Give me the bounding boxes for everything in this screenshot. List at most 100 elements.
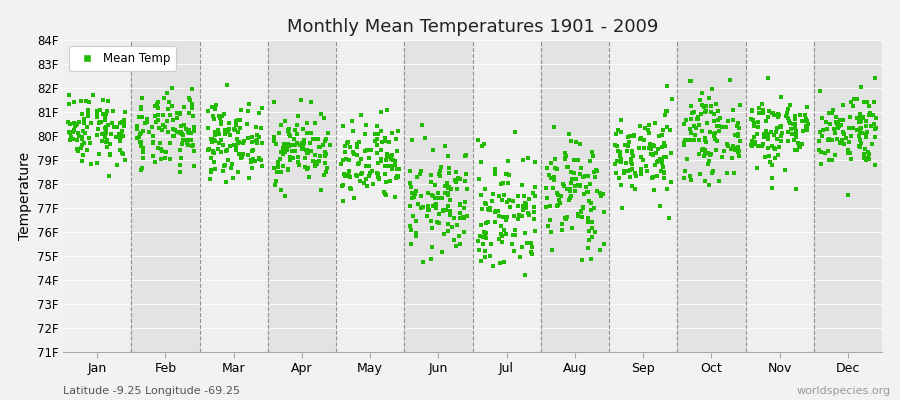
- Point: [731, 149, 745, 155]
- Point: [173, 161, 187, 168]
- Point: [281, 165, 295, 172]
- Point: [510, 202, 525, 209]
- Point: [861, 149, 876, 156]
- Point: [836, 131, 850, 137]
- Point: [767, 112, 781, 118]
- Point: [95, 131, 110, 137]
- Point: [864, 122, 878, 129]
- Point: [170, 110, 184, 117]
- Point: [690, 116, 705, 122]
- Point: [614, 158, 628, 165]
- Point: [186, 124, 201, 131]
- Point: [457, 178, 472, 184]
- Point: [625, 161, 639, 167]
- Point: [702, 95, 716, 102]
- Point: [406, 213, 420, 220]
- Point: [520, 155, 535, 162]
- Point: [556, 182, 571, 189]
- Point: [378, 134, 392, 141]
- Point: [698, 139, 713, 146]
- Point: [158, 149, 173, 155]
- Point: [484, 241, 499, 248]
- Point: [173, 110, 187, 116]
- Point: [301, 148, 315, 154]
- Point: [819, 125, 833, 132]
- Point: [652, 203, 667, 210]
- Point: [726, 144, 741, 151]
- Point: [698, 178, 712, 184]
- Point: [166, 126, 180, 132]
- Point: [771, 111, 786, 118]
- Point: [390, 147, 404, 154]
- Point: [313, 152, 328, 159]
- Point: [553, 199, 567, 206]
- Point: [207, 150, 221, 156]
- Point: [833, 139, 848, 146]
- Point: [678, 168, 692, 174]
- Point: [581, 215, 596, 222]
- Point: [441, 221, 455, 228]
- Point: [843, 98, 858, 105]
- Point: [474, 258, 489, 264]
- Point: [392, 166, 406, 173]
- Point: [165, 102, 179, 109]
- Point: [301, 149, 315, 156]
- Point: [416, 259, 430, 265]
- Point: [158, 155, 172, 161]
- Point: [833, 116, 848, 123]
- Point: [774, 133, 788, 140]
- Point: [752, 105, 766, 112]
- Point: [75, 142, 89, 148]
- Point: [77, 116, 92, 122]
- Point: [99, 138, 113, 145]
- Point: [384, 163, 399, 170]
- Point: [751, 124, 765, 130]
- Point: [186, 162, 201, 169]
- Point: [449, 243, 464, 250]
- Point: [614, 156, 628, 162]
- Point: [274, 169, 288, 175]
- Point: [800, 125, 814, 132]
- Point: [483, 205, 498, 212]
- Point: [706, 117, 721, 124]
- Point: [166, 117, 180, 124]
- Point: [75, 134, 89, 140]
- Point: [522, 211, 536, 218]
- Point: [205, 149, 220, 156]
- Point: [841, 150, 855, 156]
- Point: [703, 128, 717, 135]
- Point: [453, 201, 467, 207]
- Point: [698, 102, 713, 109]
- Point: [587, 205, 601, 211]
- Point: [662, 127, 677, 134]
- Point: [778, 166, 792, 173]
- Point: [861, 103, 876, 109]
- Point: [163, 155, 177, 162]
- Point: [513, 254, 527, 260]
- Point: [214, 118, 229, 125]
- Point: [99, 130, 113, 136]
- Point: [791, 140, 806, 146]
- Point: [623, 133, 637, 139]
- Point: [300, 130, 314, 136]
- Point: [750, 131, 764, 137]
- Point: [245, 134, 259, 140]
- Point: [620, 148, 634, 154]
- Point: [374, 108, 388, 115]
- Point: [711, 108, 725, 114]
- Point: [497, 192, 511, 198]
- Point: [774, 94, 788, 100]
- Point: [473, 222, 488, 228]
- Point: [142, 129, 157, 136]
- Point: [404, 184, 419, 190]
- Point: [698, 109, 713, 115]
- Point: [790, 147, 805, 153]
- Point: [835, 102, 850, 108]
- Point: [634, 154, 649, 160]
- Point: [577, 191, 591, 197]
- Point: [596, 191, 610, 198]
- Point: [550, 203, 564, 210]
- Point: [798, 112, 813, 118]
- Point: [825, 110, 840, 116]
- Point: [825, 107, 840, 114]
